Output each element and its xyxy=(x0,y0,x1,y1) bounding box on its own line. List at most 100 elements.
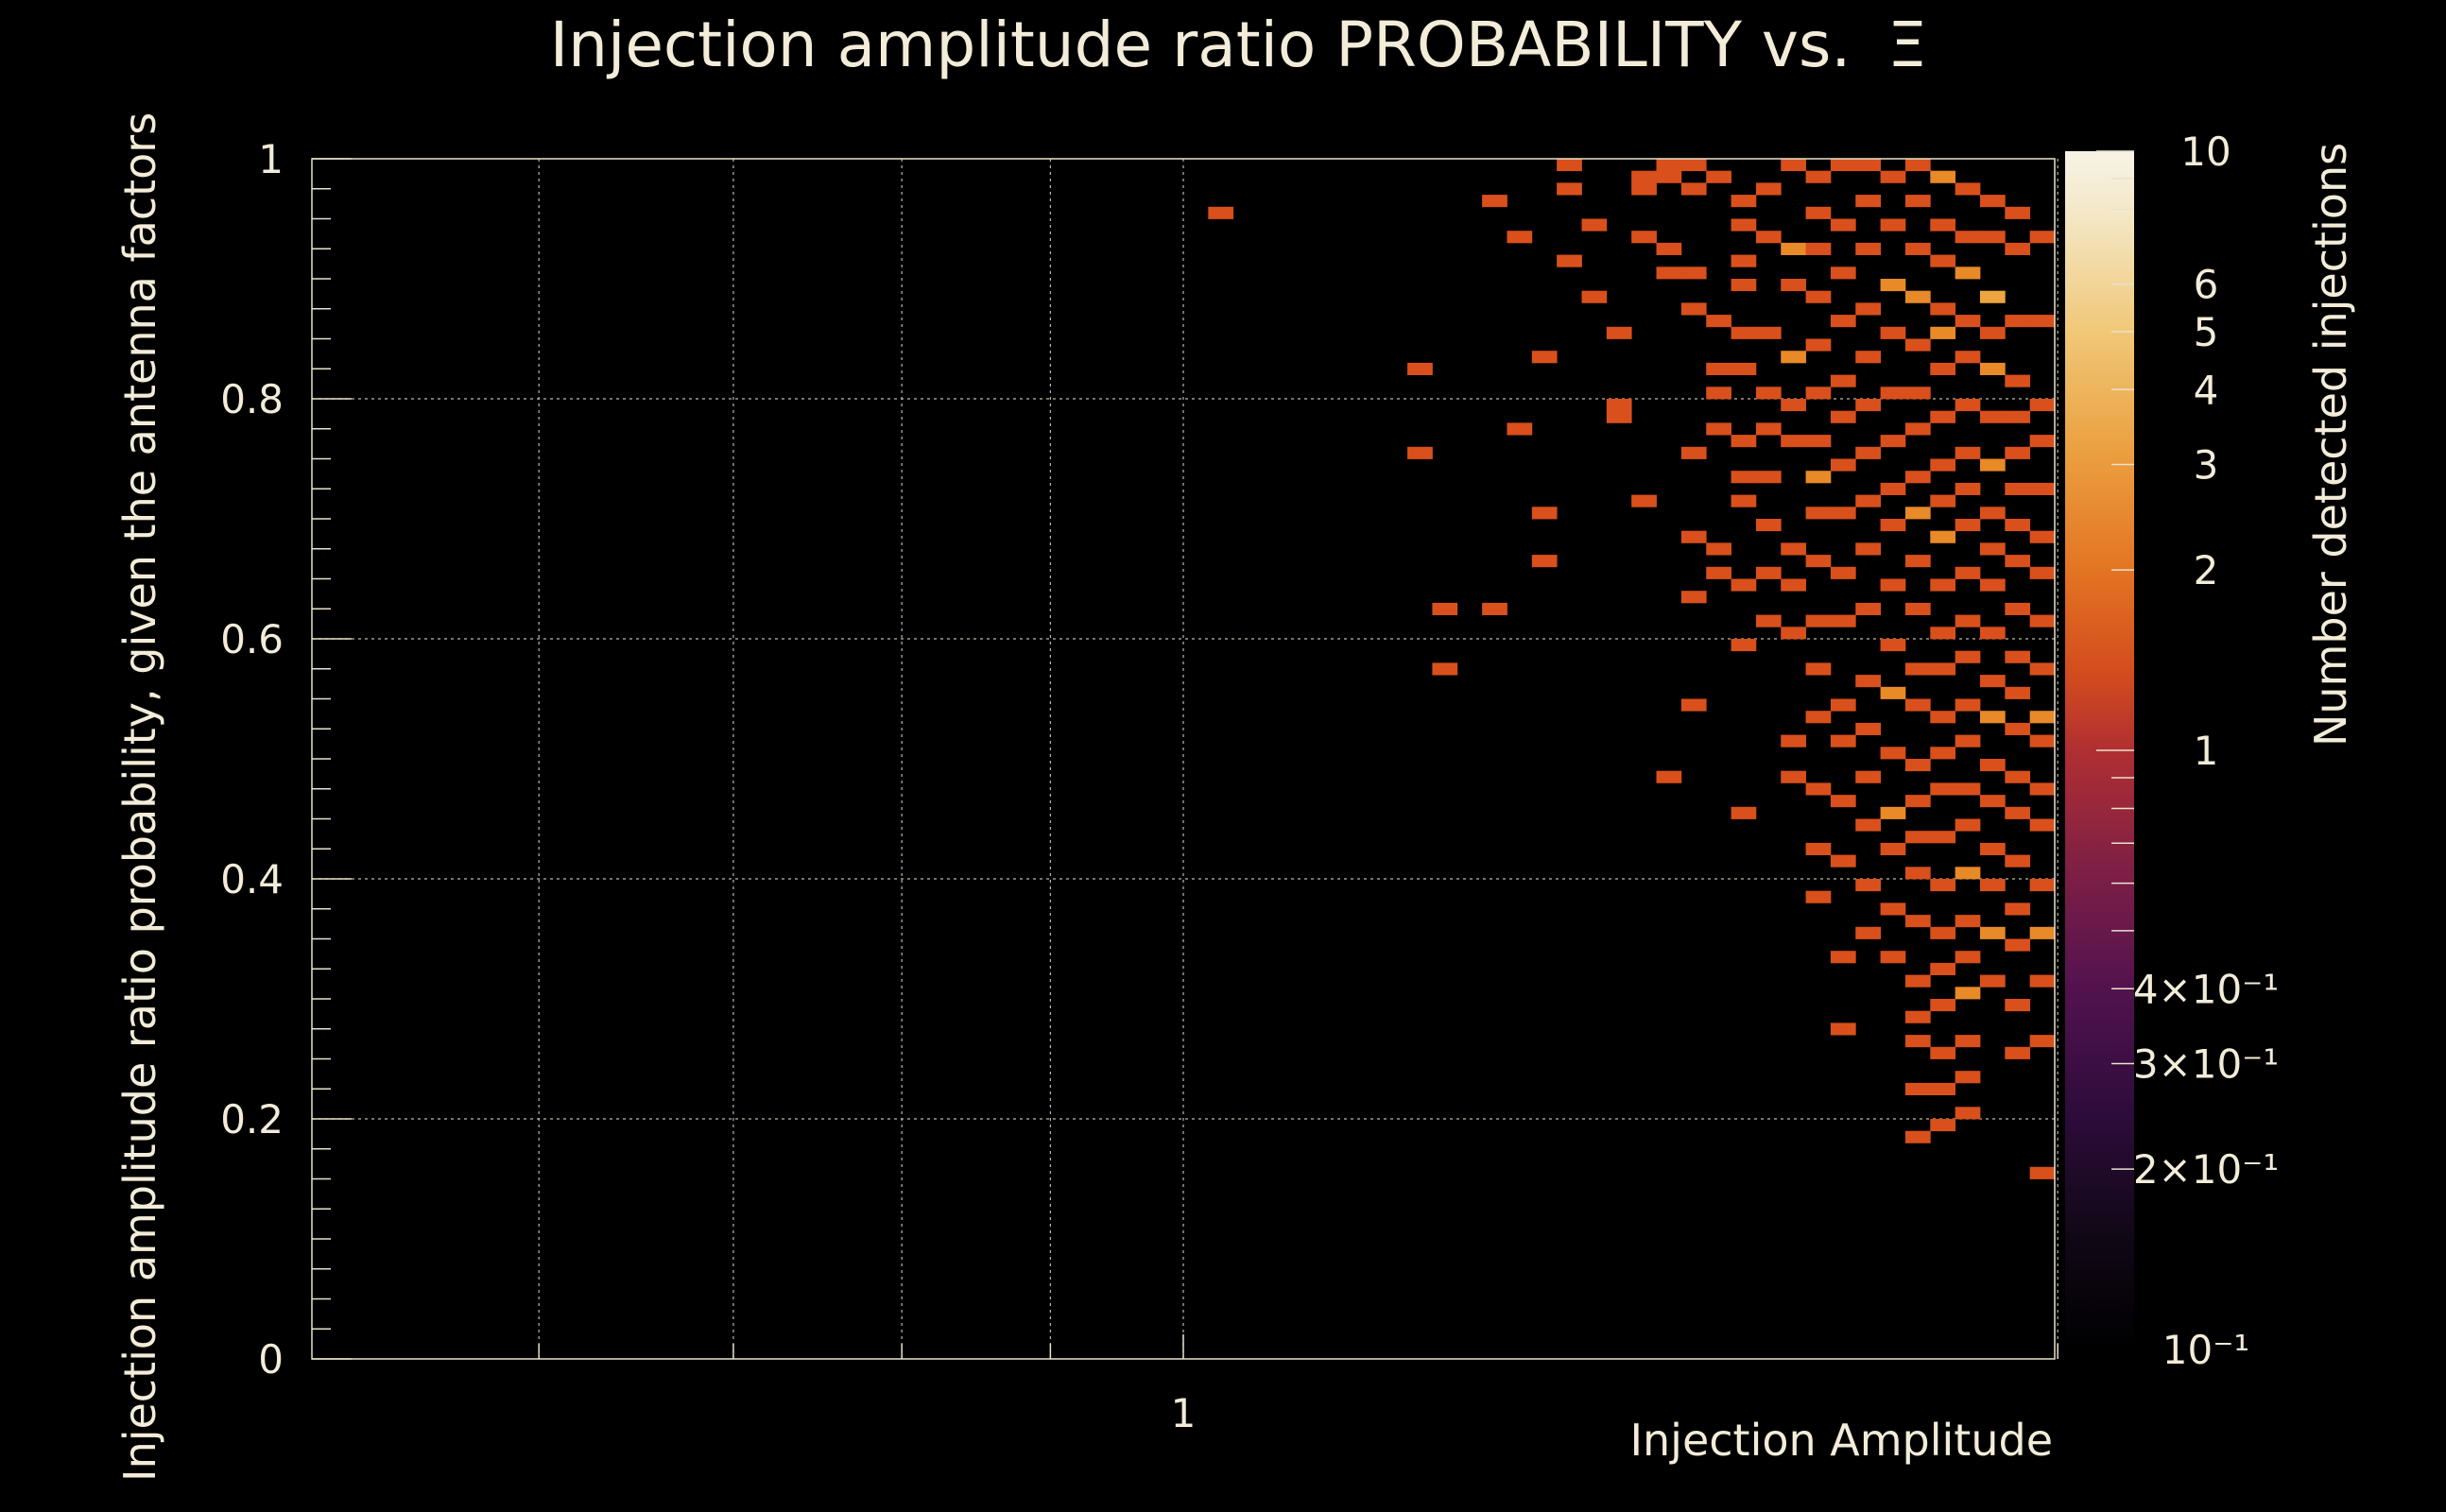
heatmap-cell xyxy=(1880,806,1906,819)
heatmap-cell xyxy=(1830,410,1856,423)
heatmap-cell xyxy=(2005,374,2031,387)
heatmap-cell xyxy=(1731,471,1757,484)
heatmap-cell xyxy=(1930,926,1956,939)
heatmap-cell xyxy=(1830,1022,1856,1036)
heatmap-cell xyxy=(1482,195,1507,208)
heatmap-cell xyxy=(1407,446,1433,459)
heatmap-cell xyxy=(1731,578,1757,592)
heatmap-cell xyxy=(1904,602,1931,615)
heatmap-cell xyxy=(1855,675,1881,688)
colorbar-tick-label: 4×10⁻¹ xyxy=(2133,966,2279,1012)
heatmap-cell xyxy=(1930,302,1956,316)
heatmap-cell xyxy=(1955,1035,1981,1048)
heatmap-cell xyxy=(1979,578,2006,592)
heatmap-cell xyxy=(1955,951,1981,964)
heatmap-cell xyxy=(1407,362,1433,375)
colorbar-tick-label: 2 xyxy=(2194,547,2219,593)
heatmap-cell xyxy=(1979,231,2006,244)
heatmap-cell xyxy=(1880,842,1906,855)
heatmap-cell xyxy=(1631,494,1657,507)
heatmap-cell xyxy=(2005,242,2031,255)
heatmap-cell xyxy=(2029,530,2056,543)
heatmap-cell xyxy=(1955,315,1981,328)
heatmap-cell xyxy=(1955,231,1981,244)
heatmap-cell xyxy=(2029,435,2056,448)
heatmap-cell xyxy=(1706,387,1731,400)
heatmap-cell xyxy=(1680,446,1707,459)
heatmap-cell xyxy=(1855,602,1881,615)
heatmap-cell xyxy=(1855,351,1881,364)
heatmap-cell xyxy=(1755,422,1782,436)
heatmap-cell xyxy=(1731,362,1757,375)
heatmap-cell xyxy=(1904,974,1931,988)
colorbar-tick-label: 3 xyxy=(2194,442,2219,489)
heatmap-cell xyxy=(1904,471,1931,484)
heatmap-cell xyxy=(1904,662,1931,676)
heatmap-cell xyxy=(1955,182,1981,196)
heatmap-cell xyxy=(1904,195,1931,208)
heatmap-cell xyxy=(1955,987,1981,1000)
heatmap-cell xyxy=(1930,494,1956,507)
heatmap-cell xyxy=(1830,458,1856,472)
heatmap-cell xyxy=(1731,435,1757,448)
heatmap-cell xyxy=(1930,1046,1956,1059)
heatmap-cell xyxy=(1830,951,1856,964)
heatmap-cell xyxy=(1930,879,1956,892)
heatmap-cell xyxy=(1830,698,1856,712)
heatmap-cell xyxy=(1979,974,2006,988)
heatmap-cell xyxy=(1979,195,2006,208)
heatmap-cell xyxy=(1979,711,2006,724)
heatmap-cell xyxy=(2005,722,2031,735)
heatmap-cell xyxy=(1557,254,1582,267)
heatmap-cell xyxy=(2005,410,2031,423)
heatmap-cell xyxy=(1805,842,1832,855)
heatmap-cell xyxy=(1904,759,1931,772)
heatmap-cell xyxy=(1904,1082,1931,1095)
heatmap-cell xyxy=(1979,842,2006,855)
heatmap-cell xyxy=(1880,482,1906,495)
heatmap-cell xyxy=(1979,507,2006,520)
heatmap-cell xyxy=(1930,410,1956,423)
heatmap-cell xyxy=(1955,399,1981,412)
y-tick-label: 0.6 xyxy=(220,616,284,662)
heatmap-cell xyxy=(1904,1010,1931,1023)
heatmap-cell xyxy=(1830,566,1856,579)
heatmap-cell xyxy=(1631,231,1657,244)
heatmap-cell xyxy=(1208,206,1234,219)
x-axis-label: Injection Amplitude xyxy=(1629,1415,2053,1466)
heatmap-cell xyxy=(1432,602,1458,615)
heatmap-cell xyxy=(1557,159,1582,172)
colorbar-tick-label: 10⁻¹ xyxy=(2162,1327,2249,1373)
colorbar-tick-label: 5 xyxy=(2194,309,2219,355)
heatmap-cell xyxy=(1805,170,1832,183)
colorbar-tick-label: 10 xyxy=(2180,129,2231,175)
heatmap-cell xyxy=(1706,566,1731,579)
heatmap-cell xyxy=(1855,770,1881,783)
heatmap-cell xyxy=(1880,578,1906,592)
heatmap-cell xyxy=(1631,182,1657,196)
heatmap-cell xyxy=(2029,315,2056,328)
heatmap-cell xyxy=(1979,542,2006,556)
colorbar-tick-label: 4 xyxy=(2194,367,2219,413)
chart-title: Injection amplitude ratio PROBABILITY vs… xyxy=(550,9,1852,81)
heatmap-cell xyxy=(1606,410,1632,423)
heatmap-cell xyxy=(1805,507,1832,520)
heatmap-cell xyxy=(1880,170,1906,183)
heatmap-cell xyxy=(2005,902,2031,916)
heatmap-cell xyxy=(1581,290,1608,303)
heatmap-cell xyxy=(1830,614,1856,627)
colorbar-tick-label: 6 xyxy=(2194,262,2219,308)
heatmap-cell xyxy=(1880,435,1906,448)
heatmap-cell xyxy=(1680,591,1707,604)
heatmap-cell xyxy=(1955,782,1981,796)
heatmap-cell xyxy=(1706,315,1731,328)
heatmap-cell xyxy=(1830,315,1856,328)
heatmap-cell xyxy=(1805,387,1832,400)
heatmap-cell xyxy=(1656,770,1682,783)
heatmap-cell xyxy=(1805,338,1832,352)
heatmap-cell xyxy=(1904,555,1931,568)
heatmap-cell xyxy=(1781,159,1806,172)
heatmap-cell xyxy=(1880,519,1906,532)
heatmap-cell xyxy=(2029,879,2056,892)
heatmap-cell xyxy=(1930,362,1956,375)
